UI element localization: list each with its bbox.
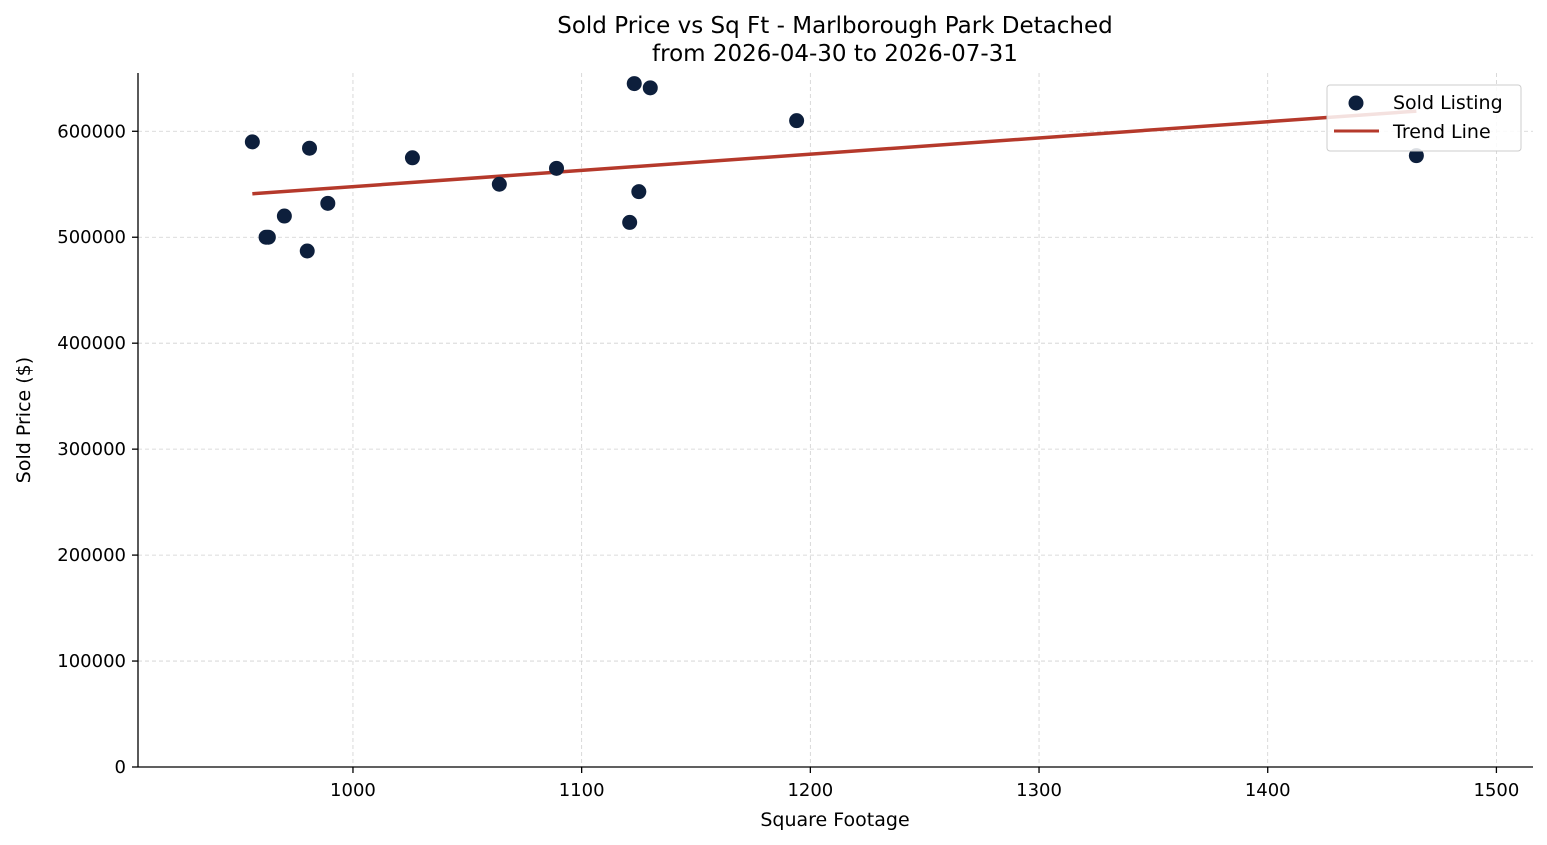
x-tick-label: 1000 — [330, 780, 376, 801]
scatter-point — [1408, 148, 1424, 164]
x-tick-label: 1500 — [1474, 780, 1520, 801]
ticks-layer: 1000 1100 1200 1300 1400 1500 0 100000 200000 300… — [57, 121, 1519, 801]
y-tick-label: 100000 — [57, 651, 126, 672]
legend-label-sold-listing: Sold Listing — [1393, 92, 1503, 114]
scatter-point — [626, 76, 642, 92]
scatter-point — [299, 243, 315, 259]
y-tick-label: 300000 — [57, 439, 126, 460]
legend-marker-sold-listing — [1348, 95, 1364, 111]
scatter-point — [302, 140, 318, 156]
scatter-point — [404, 150, 420, 166]
x-tick-label: 1100 — [559, 780, 605, 801]
scatter-point — [549, 160, 564, 176]
scatter-point — [622, 214, 638, 230]
trend-line — [252, 109, 1417, 196]
x-tick-label: 1400 — [1245, 780, 1291, 801]
y-tick-label: 200000 — [57, 545, 126, 566]
y-tick-label: 0 — [115, 757, 126, 778]
legend-label-trend-line: Trend Line — [1392, 121, 1491, 143]
scatter-point — [789, 113, 805, 129]
x-axis-label: Square Footage — [760, 809, 909, 831]
y-tick-label: 500000 — [57, 227, 126, 248]
y-axis-label: Sold Price ($) — [13, 357, 35, 483]
axes-layer — [137, 73, 1533, 768]
chart-title: Sold Price vs Sq Ft - Marlborough Park D… — [557, 13, 1112, 39]
scatter-point — [244, 134, 260, 150]
scatter-point — [260, 229, 276, 245]
scatter-point — [631, 184, 647, 200]
y-tick-label: 600000 — [57, 121, 126, 142]
x-tick-label: 1300 — [1016, 780, 1062, 801]
scatter-point — [276, 208, 292, 224]
scatter-point — [491, 176, 507, 192]
chart-subtitle: from 2026-04-30 to 2026-07-31 — [652, 41, 1018, 67]
y-tick-label: 400000 — [57, 333, 126, 354]
x-tick-label: 1200 — [787, 780, 833, 801]
grid-layer — [138, 73, 1533, 768]
legend-frame — [1326, 84, 1522, 152]
scatter-point — [642, 80, 658, 96]
series-layer — [244, 76, 1424, 259]
legend: Sold Listing Trend Line — [1326, 84, 1522, 152]
scatter-point — [320, 195, 336, 211]
